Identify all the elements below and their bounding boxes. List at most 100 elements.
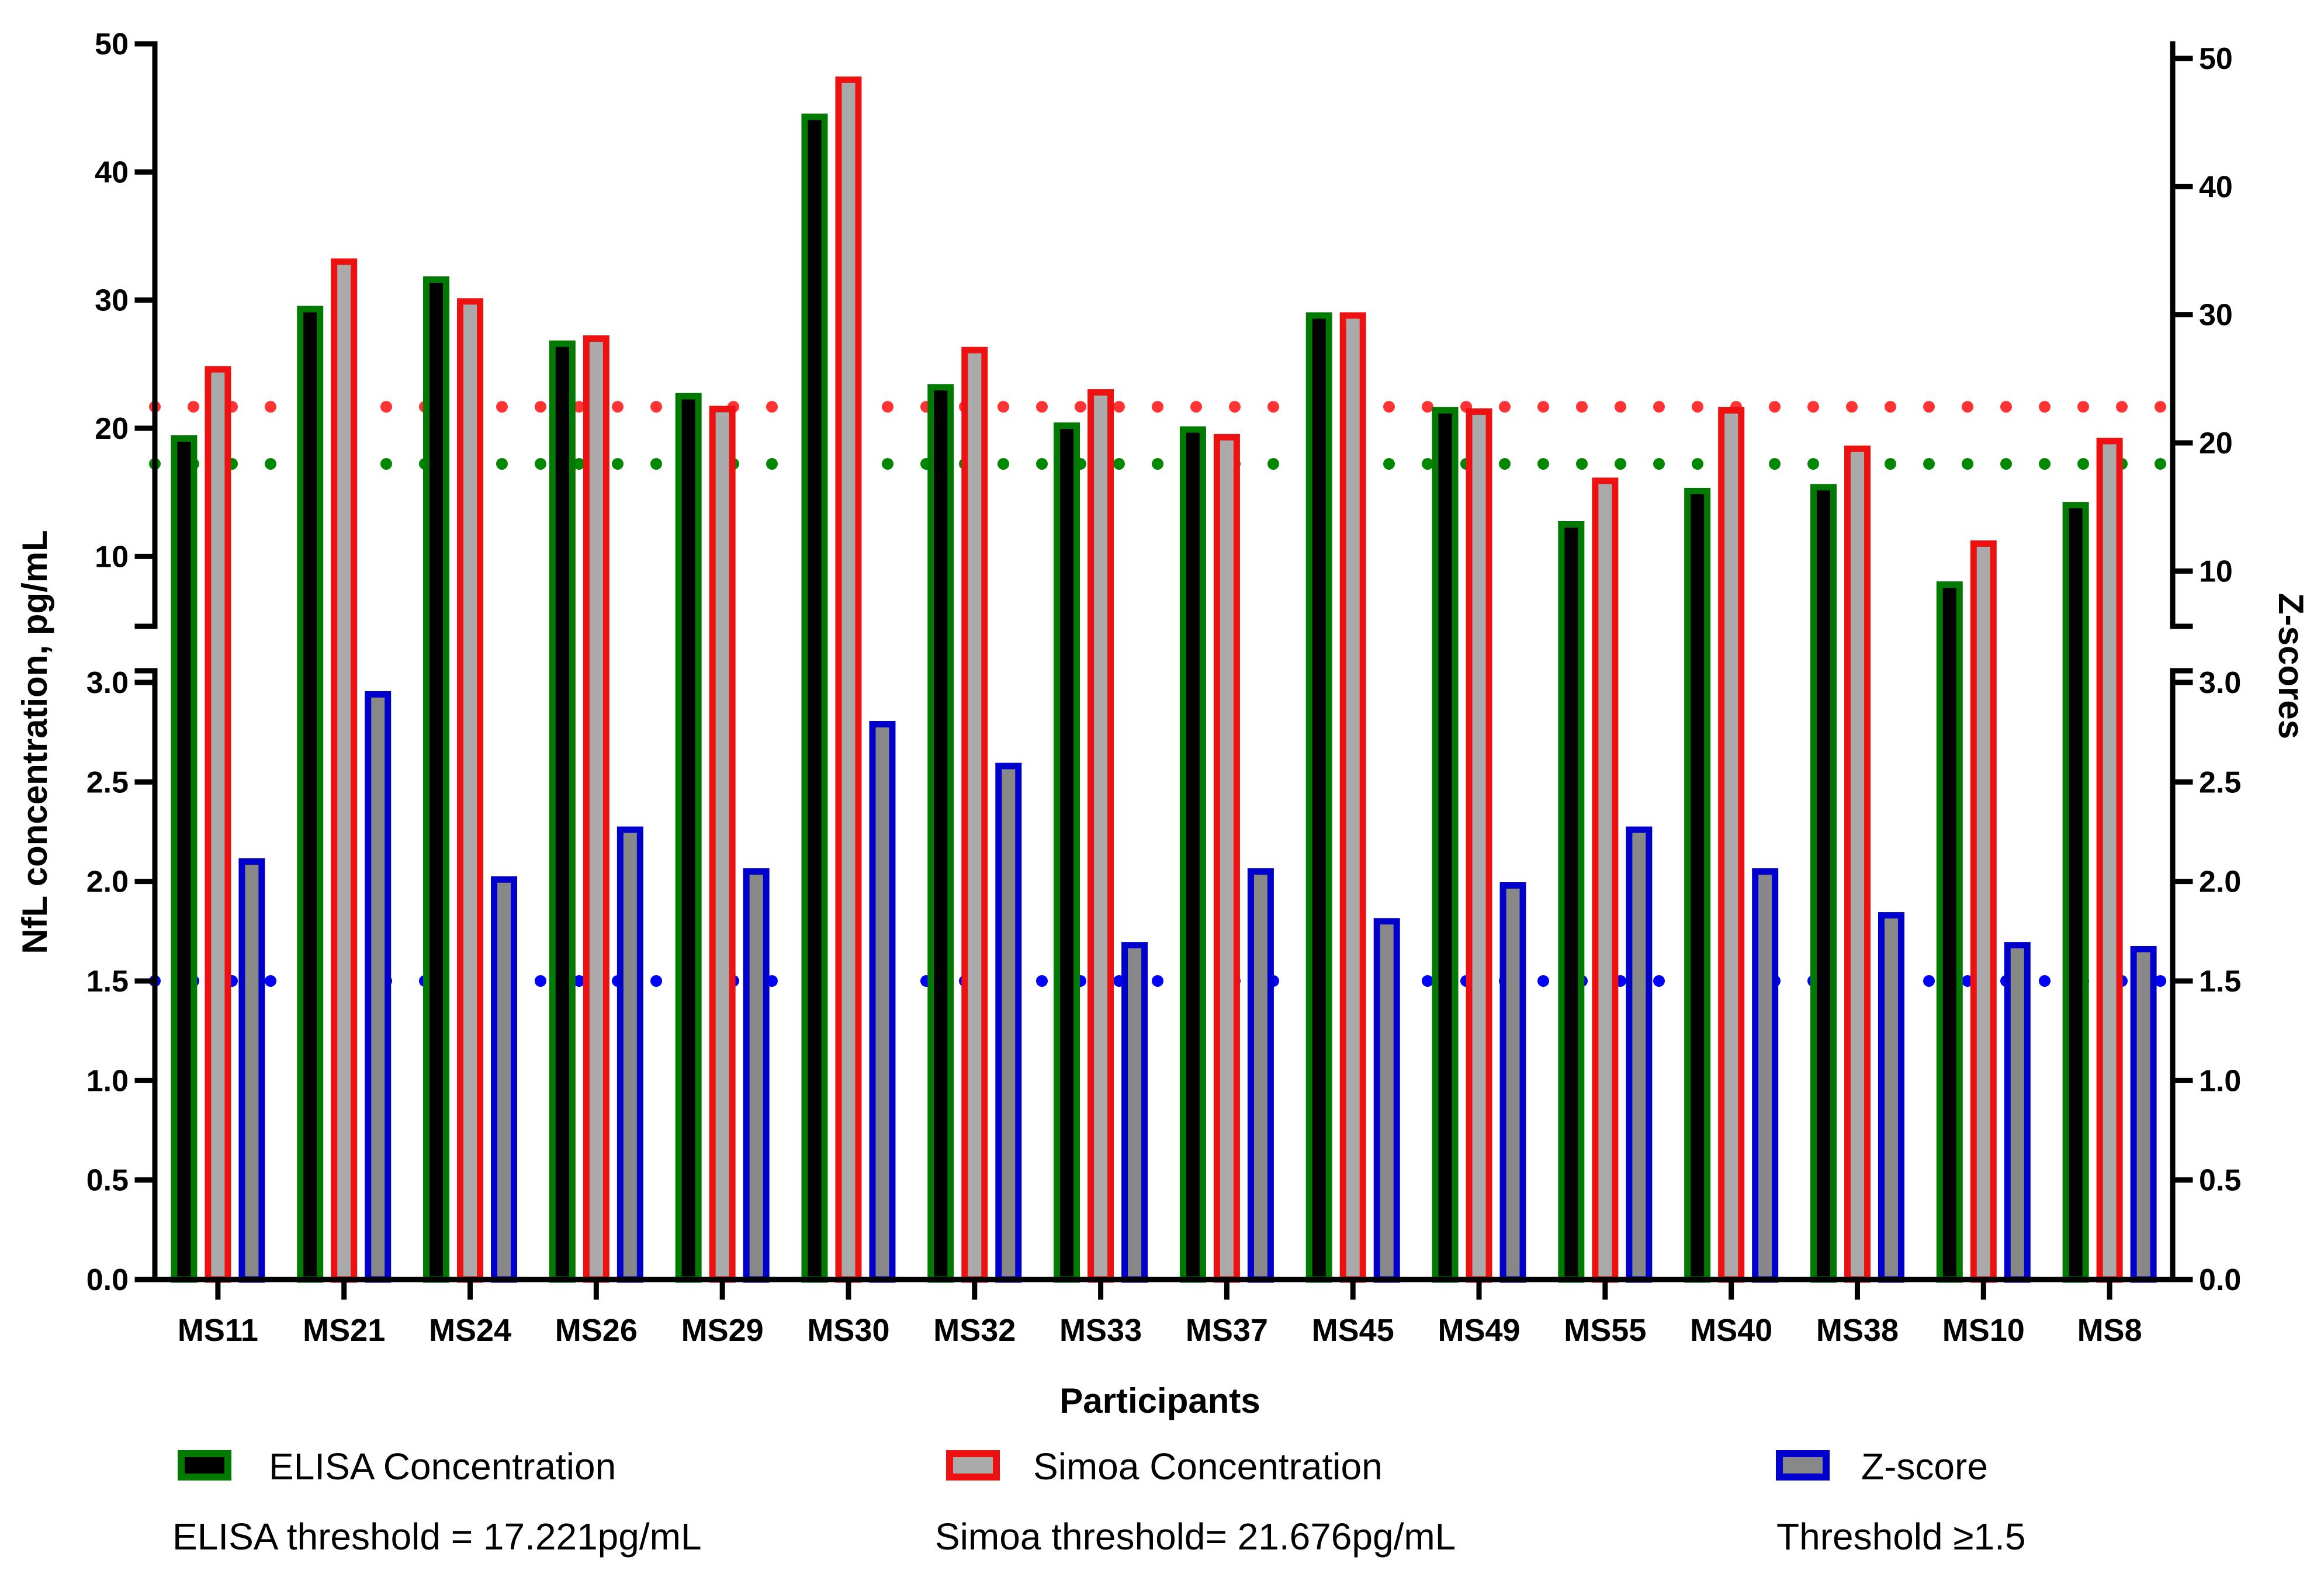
tick-label-right-upper-3: 40 [2199, 170, 2233, 204]
bar-2-1 [365, 691, 392, 1283]
legend-label-elisa: ELISA Concentration [269, 1445, 616, 1488]
bar-1-4 [709, 405, 736, 1283]
legend-swatch-simoa [946, 1450, 1000, 1481]
bar-1-5 [835, 76, 862, 1283]
tick-label-right-lower-3: 1.5 [2199, 965, 2241, 999]
category-label-ms45: MS45 [1312, 1313, 1394, 1348]
category-label-ms26: MS26 [555, 1313, 638, 1348]
bar-1-8 [1213, 434, 1240, 1283]
legend-note-elisa: ELISA threshold = 17.221pg/mL [172, 1516, 702, 1558]
bar-2-2 [491, 876, 518, 1283]
x-axis-title: Participants [1059, 1381, 1260, 1420]
bar-1-10 [1466, 408, 1492, 1283]
bar-0-4 [675, 393, 702, 1283]
category-label-ms11: MS11 [178, 1313, 258, 1348]
category-label-ms38: MS38 [1816, 1313, 1899, 1348]
bar-2-3 [616, 826, 643, 1283]
legend: ELISA Concentration ELISA threshold = 17… [172, 1445, 2025, 1558]
bar-2-13 [1878, 912, 1904, 1283]
bar-2-9 [1373, 918, 1400, 1283]
bar-2-5 [869, 721, 896, 1283]
tick-label-left-upper-3: 40 [95, 155, 129, 189]
tick-label-left-lower-4: 2.0 [86, 865, 129, 899]
legend-label-zscore: Z-score [1861, 1445, 1988, 1488]
bar-0-6 [927, 384, 954, 1283]
bar-2-11 [1626, 826, 1653, 1283]
bar-2-12 [1752, 868, 1779, 1283]
bar-0-14 [1936, 581, 1963, 1283]
bar-2-7 [1121, 942, 1148, 1283]
tick-label-right-lower-2: 1.0 [2199, 1064, 2241, 1098]
bars [171, 76, 2157, 1283]
tick-label-left-upper-1: 20 [95, 412, 129, 446]
bar-0-9 [1305, 312, 1332, 1283]
bar-1-14 [1970, 540, 1997, 1283]
bar-2-15 [2130, 945, 2157, 1283]
bar-0-3 [549, 340, 576, 1283]
tick-label-right-upper-1: 20 [2199, 427, 2233, 460]
category-label-ms29: MS29 [681, 1313, 764, 1348]
category-label-ms49: MS49 [1438, 1313, 1520, 1348]
legend-item-simoa: Simoa Concentration Simoa threshold= 21.… [935, 1445, 1456, 1558]
category-label-ms40: MS40 [1690, 1313, 1772, 1348]
bar-0-8 [1179, 426, 1206, 1283]
bar-0-5 [801, 113, 828, 1283]
bar-1-11 [1592, 477, 1619, 1283]
category-label-ms8: MS8 [2077, 1313, 2142, 1348]
bar-0-11 [1558, 521, 1585, 1283]
bar-2-4 [743, 868, 770, 1283]
tick-label-left-upper-2: 30 [95, 284, 129, 318]
tick-label-left-lower-2: 1.0 [86, 1064, 129, 1098]
bar-2-14 [2004, 942, 2031, 1283]
legend-note-simoa: Simoa threshold= 21.676pg/mL [935, 1516, 1456, 1558]
bar-2-0 [238, 858, 265, 1283]
tick-label-right-upper-4: 50 [2199, 42, 2233, 76]
bar-2-10 [1499, 882, 1526, 1283]
tick-label-left-lower-1: 0.5 [86, 1164, 129, 1198]
tick-label-right-lower-0: 0.0 [2199, 1263, 2241, 1297]
bar-0-0 [171, 435, 198, 1283]
bar-1-9 [1339, 312, 1366, 1283]
bar-1-12 [1718, 407, 1745, 1283]
y-axis-title-left: NfL concentration, pg/mL [15, 530, 54, 954]
tick-label-left-lower-5: 2.5 [86, 765, 129, 799]
bar-0-15 [2062, 502, 2089, 1283]
category-label-ms55: MS55 [1564, 1313, 1646, 1348]
y-axis-title-right: Z-scores [2271, 593, 2311, 739]
legend-note-zscore: Threshold ≥1.5 [1776, 1516, 2025, 1558]
tick-label-left-upper-0: 10 [95, 540, 129, 574]
tick-label-right-upper-0: 10 [2199, 554, 2233, 588]
category-label-ms10: MS10 [1942, 1313, 2025, 1348]
bar-1-6 [961, 346, 988, 1283]
category-labels: MS11 MS21 MS24 MS26 MS29 MS30 MS32 MS33 MS37 MS45… [178, 1313, 2142, 1348]
bar-0-7 [1054, 422, 1080, 1283]
tick-label-right-lower-6: 3.0 [2199, 666, 2241, 700]
bar-1-3 [583, 335, 609, 1283]
tick-label-right-lower-5: 2.5 [2199, 765, 2241, 799]
tick-label-right-lower-4: 2.0 [2199, 865, 2241, 899]
category-label-ms30: MS30 [807, 1313, 889, 1348]
category-label-ms32: MS32 [933, 1313, 1016, 1348]
legend-item-zscore: Z-score Threshold ≥1.5 [1776, 1445, 2025, 1558]
tick-label-left-lower-6: 3.0 [86, 666, 129, 700]
legend-label-simoa: Simoa Concentration [1033, 1445, 1383, 1488]
bar-1-0 [205, 366, 231, 1283]
bar-0-12 [1684, 487, 1711, 1283]
bar-0-13 [1810, 484, 1837, 1283]
bar-1-1 [331, 258, 358, 1283]
axes [134, 41, 2193, 1300]
tick-label-left-upper-4: 50 [95, 27, 129, 61]
legend-swatch-zscore [1776, 1450, 1830, 1481]
bar-1-15 [2096, 438, 2123, 1283]
tick-label-right-lower-1: 0.5 [2199, 1164, 2241, 1198]
category-label-ms24: MS24 [429, 1313, 511, 1348]
legend-swatch-elisa [178, 1450, 231, 1481]
bar-1-7 [1087, 389, 1114, 1283]
bar-0-1 [297, 306, 324, 1283]
bar-2-6 [995, 762, 1022, 1283]
bar-2-8 [1247, 868, 1274, 1283]
legend-item-elisa: ELISA Concentration ELISA threshold = 17… [172, 1445, 702, 1558]
bar-0-2 [423, 276, 450, 1283]
category-label-ms33: MS33 [1059, 1313, 1142, 1348]
